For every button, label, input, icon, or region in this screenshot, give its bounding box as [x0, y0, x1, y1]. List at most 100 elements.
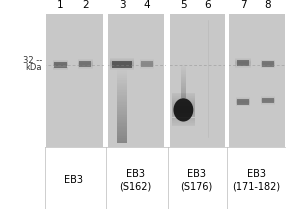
Bar: [235, 67, 251, 68]
Bar: [181, 74, 185, 75]
Bar: [117, 79, 127, 80]
Bar: [181, 67, 185, 68]
Bar: [78, 68, 93, 69]
Bar: [117, 83, 127, 84]
Bar: [235, 61, 251, 62]
Bar: [172, 109, 195, 110]
Bar: [172, 112, 195, 113]
Bar: [235, 62, 251, 63]
Bar: [172, 117, 195, 118]
Bar: [181, 87, 185, 88]
Bar: [235, 66, 251, 67]
Bar: [117, 121, 127, 122]
Bar: [140, 60, 154, 61]
Bar: [140, 65, 154, 66]
Bar: [117, 124, 127, 125]
Bar: [117, 85, 127, 86]
Bar: [117, 75, 127, 76]
Bar: [117, 73, 127, 74]
Bar: [0, 14, 46, 147]
Bar: [117, 141, 127, 142]
Bar: [236, 99, 250, 100]
Bar: [117, 92, 127, 94]
Bar: [78, 59, 93, 60]
Bar: [52, 67, 68, 68]
Bar: [181, 69, 185, 70]
Bar: [112, 61, 132, 68]
Bar: [181, 81, 185, 82]
Bar: [117, 125, 127, 126]
Bar: [235, 63, 251, 64]
Bar: [261, 66, 275, 67]
Bar: [117, 133, 127, 135]
Text: 4: 4: [144, 0, 150, 10]
Bar: [117, 109, 127, 110]
Bar: [262, 61, 274, 67]
Bar: [117, 110, 127, 111]
Bar: [172, 101, 195, 102]
Text: 32 --: 32 --: [22, 56, 42, 65]
Bar: [110, 61, 134, 62]
Bar: [172, 102, 195, 103]
Bar: [117, 112, 127, 113]
Bar: [236, 98, 250, 99]
Bar: [261, 63, 275, 64]
Bar: [78, 66, 93, 67]
Bar: [110, 64, 134, 65]
Text: 3: 3: [119, 0, 125, 10]
Bar: [261, 64, 275, 65]
Bar: [117, 115, 127, 116]
Bar: [117, 99, 127, 100]
Bar: [166, 14, 170, 147]
Bar: [236, 103, 250, 104]
Bar: [140, 67, 154, 68]
Bar: [236, 60, 249, 66]
Bar: [172, 106, 195, 107]
Bar: [235, 65, 251, 66]
Bar: [52, 66, 68, 67]
Bar: [117, 142, 127, 143]
Bar: [52, 64, 68, 65]
Bar: [110, 58, 134, 59]
Bar: [181, 90, 185, 91]
Bar: [117, 130, 127, 131]
Bar: [117, 106, 127, 107]
Text: kDa: kDa: [25, 63, 42, 72]
Bar: [261, 67, 275, 68]
Bar: [106, 14, 164, 147]
Bar: [117, 76, 127, 78]
Bar: [117, 113, 127, 115]
Bar: [117, 69, 127, 70]
Bar: [110, 59, 134, 60]
Bar: [181, 65, 185, 66]
Bar: [117, 111, 127, 112]
Bar: [225, 14, 229, 147]
Bar: [52, 68, 68, 69]
Bar: [181, 75, 185, 76]
Bar: [0, 147, 288, 209]
Bar: [236, 101, 250, 102]
Bar: [172, 104, 195, 105]
Bar: [235, 60, 251, 61]
Text: 1: 1: [57, 0, 64, 10]
Bar: [117, 78, 127, 79]
Bar: [110, 66, 134, 67]
Bar: [117, 104, 127, 105]
Text: 5: 5: [180, 0, 187, 10]
Bar: [140, 64, 154, 65]
Bar: [172, 122, 195, 123]
Bar: [117, 132, 127, 133]
Bar: [181, 66, 185, 67]
Bar: [117, 81, 127, 83]
Bar: [52, 63, 68, 64]
Bar: [78, 61, 93, 62]
Bar: [140, 61, 154, 62]
Bar: [181, 72, 185, 73]
Bar: [172, 114, 195, 115]
Bar: [52, 69, 68, 70]
Bar: [181, 86, 185, 87]
Bar: [181, 80, 185, 81]
Bar: [117, 94, 127, 95]
Bar: [117, 136, 127, 137]
Bar: [181, 77, 185, 78]
